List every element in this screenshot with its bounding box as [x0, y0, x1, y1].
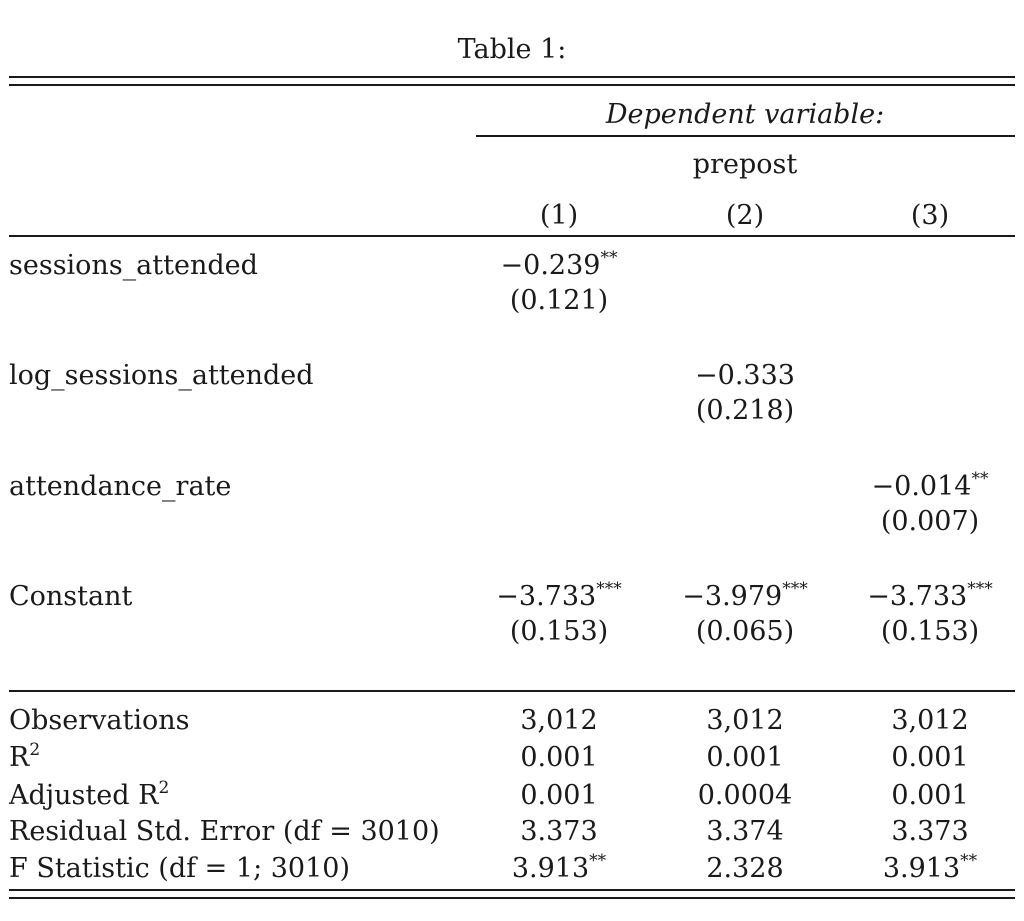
- stat-label: Observations: [9, 705, 190, 737]
- stat-label-text: Residual Std. Error (df = 3010): [9, 816, 440, 847]
- stat-value: 3.373: [891, 816, 968, 851]
- bottom-rule-2: [9, 897, 1015, 899]
- coefficient-stars: ***: [967, 579, 993, 599]
- coefficient-stars: **: [600, 248, 618, 268]
- stat-value: 3,012: [706, 705, 783, 740]
- stat-value-value: 0.001: [520, 780, 598, 811]
- top-rule-2: [9, 84, 1015, 86]
- stat-value-value: 3,012: [891, 705, 969, 736]
- column-header-3: (3): [910, 200, 950, 231]
- stat-value: 3,012: [520, 705, 597, 740]
- stat-value: 0.001: [706, 742, 783, 777]
- standard-error: (0.065): [695, 616, 795, 647]
- stat-value-value: 3,012: [520, 705, 598, 736]
- stat-value: 0.001: [891, 780, 968, 815]
- stat-value-value: 0.0004: [697, 780, 793, 811]
- table-caption: Table 1:: [457, 34, 567, 65]
- stat-value: 0.001: [520, 780, 597, 815]
- coefficient-stars: ***: [596, 579, 622, 599]
- coefficient-value: −0.239: [500, 250, 601, 281]
- stat-value: 3.373: [520, 816, 597, 851]
- stat-value-value: 3.373: [520, 816, 598, 847]
- stat-label: Adjusted R2: [9, 778, 170, 815]
- dep-var-underline: [476, 135, 1015, 137]
- stat-value: 3.913**: [511, 851, 607, 888]
- stat-label-text: R: [9, 742, 30, 773]
- stat-value: 2.328: [706, 853, 783, 888]
- standard-error: (0.153): [509, 616, 609, 647]
- coefficient: −0.239**: [500, 248, 618, 285]
- stat-value: 0.001: [520, 742, 597, 777]
- coefficient: −3.979***: [682, 579, 808, 616]
- standard-error: (0.218): [695, 395, 795, 426]
- stat-value-value: 3.913: [511, 853, 590, 884]
- stat-label-text: F Statistic (df = 1; 3010): [9, 853, 350, 884]
- stat-value: 0.001: [891, 742, 968, 777]
- stat-value-value: 3.373: [891, 816, 969, 847]
- dep-var-header: Dependent variable:: [605, 99, 885, 130]
- stat-value: 0.0004: [698, 780, 792, 815]
- standard-error: (0.007): [880, 506, 980, 537]
- stat-value-stars: **: [960, 851, 978, 871]
- top-rule-1: [9, 76, 1015, 78]
- stat-value-value: 2.328: [706, 853, 784, 884]
- stat-value-stars: **: [589, 851, 607, 871]
- stat-value: 3,012: [891, 705, 968, 740]
- stat-label: Residual Std. Error (df = 3010): [9, 816, 440, 848]
- stat-value-value: 0.001: [520, 742, 598, 773]
- coefficient-value: −0.333: [695, 360, 795, 391]
- stat-label-text: Adjusted R: [9, 780, 159, 811]
- stat-value-value: 3.374: [706, 816, 784, 847]
- dep-var-name: prepost: [692, 149, 798, 180]
- stat-value: 3.374: [706, 816, 783, 851]
- stat-label-text: Observations: [9, 705, 190, 736]
- row-label: attendance_rate: [9, 471, 232, 502]
- standard-error: (0.153): [880, 616, 980, 647]
- row-label: sessions_attended: [9, 250, 258, 281]
- stat-label: F Statistic (df = 1; 3010): [9, 853, 350, 885]
- bottom-rule-1: [9, 889, 1015, 891]
- coefficient: −3.733***: [496, 579, 622, 616]
- coefficient: −0.014**: [871, 469, 989, 506]
- stat-label-superscript: 2: [29, 740, 41, 760]
- coefficient-stars: ***: [782, 579, 808, 599]
- header-rule: [9, 235, 1015, 237]
- stat-value-value: 3.913: [882, 853, 961, 884]
- column-header-1: (1): [539, 200, 579, 231]
- stat-label: R2: [9, 740, 41, 777]
- stats-rule: [9, 690, 1015, 692]
- coefficient: −0.333: [695, 360, 795, 395]
- row-label: log_sessions_attended: [9, 360, 314, 391]
- coefficient-value: −3.979: [682, 581, 783, 612]
- column-header-2: (2): [725, 200, 765, 231]
- stat-label-superscript: 2: [158, 778, 170, 798]
- stat-value-value: 0.001: [891, 742, 969, 773]
- coefficient: −3.733***: [867, 579, 993, 616]
- stat-value-value: 3,012: [706, 705, 784, 736]
- stat-value-value: 0.001: [891, 780, 969, 811]
- coefficient-value: −0.014: [871, 471, 972, 502]
- row-label: Constant: [9, 581, 133, 612]
- coefficient-value: −3.733: [496, 581, 597, 612]
- coefficient-value: −3.733: [867, 581, 968, 612]
- stat-value: 3.913**: [882, 851, 978, 888]
- coefficient-stars: **: [971, 469, 989, 489]
- stat-value-value: 0.001: [706, 742, 784, 773]
- standard-error: (0.121): [509, 285, 609, 316]
